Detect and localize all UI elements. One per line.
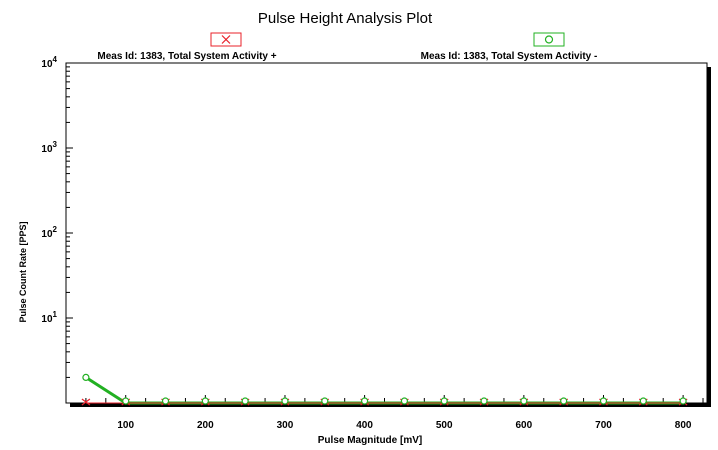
x-tick-label: 600 [516, 420, 533, 431]
data-point-positive [81, 398, 91, 406]
data-point-negative [361, 397, 369, 405]
x-tick-label: 100 [117, 420, 134, 431]
x-tick-label: 700 [595, 420, 612, 431]
legend-entry-negative: Meas Id: 1383, Total System Activity - [421, 32, 598, 62]
x-tick-label: 200 [197, 420, 214, 431]
y-tick-label: 104 [41, 55, 57, 70]
legend-marker-box-negative [533, 32, 565, 47]
data-point-negative [679, 397, 687, 405]
data-point-negative [599, 397, 608, 405]
y-tick-label: 103 [41, 140, 57, 155]
y-tick-label: 101 [41, 310, 57, 325]
data-point-negative [560, 397, 568, 405]
x-tick-label: 400 [356, 420, 373, 431]
y-axis-label: Pulse Count Rate [PPS] [18, 221, 28, 322]
data-point-negative [440, 397, 448, 405]
legend-circle-marker [544, 35, 554, 44]
data-point-negative [520, 397, 528, 405]
data-point-negative [400, 397, 409, 405]
legend-entry-positive: Meas Id: 1383, Total System Activity + [97, 32, 277, 62]
data-point-negative [82, 373, 90, 382]
x-tick-label: 800 [675, 420, 692, 431]
data-point-negative [122, 397, 130, 405]
x-marker-stroke [81, 398, 91, 406]
data-point-negative [161, 397, 170, 405]
x-tick-label: 500 [436, 420, 453, 431]
data-point-negative [321, 397, 329, 405]
x-axis-label: Pulse Magnitude [mV] [318, 435, 422, 446]
series-layer [81, 373, 688, 406]
legend-label-negative: Meas Id: 1383, Total System Activity - [421, 51, 598, 62]
y-tick-label: 102 [41, 225, 57, 240]
data-point-negative [281, 397, 289, 405]
data-point-negative [639, 397, 647, 405]
plot-area [65, 62, 708, 404]
legend-label-positive: Meas Id: 1383, Total System Activity + [97, 51, 276, 62]
legend-x-marker [221, 35, 231, 44]
data-point-negative [241, 397, 249, 405]
data-point-negative [480, 397, 488, 405]
y-axis: 101 102 103 104 [41, 55, 73, 378]
data-point-negative [201, 397, 209, 405]
chart-title: Pulse Height Analysis Plot [258, 10, 433, 27]
x-tick-label: 300 [277, 420, 294, 431]
